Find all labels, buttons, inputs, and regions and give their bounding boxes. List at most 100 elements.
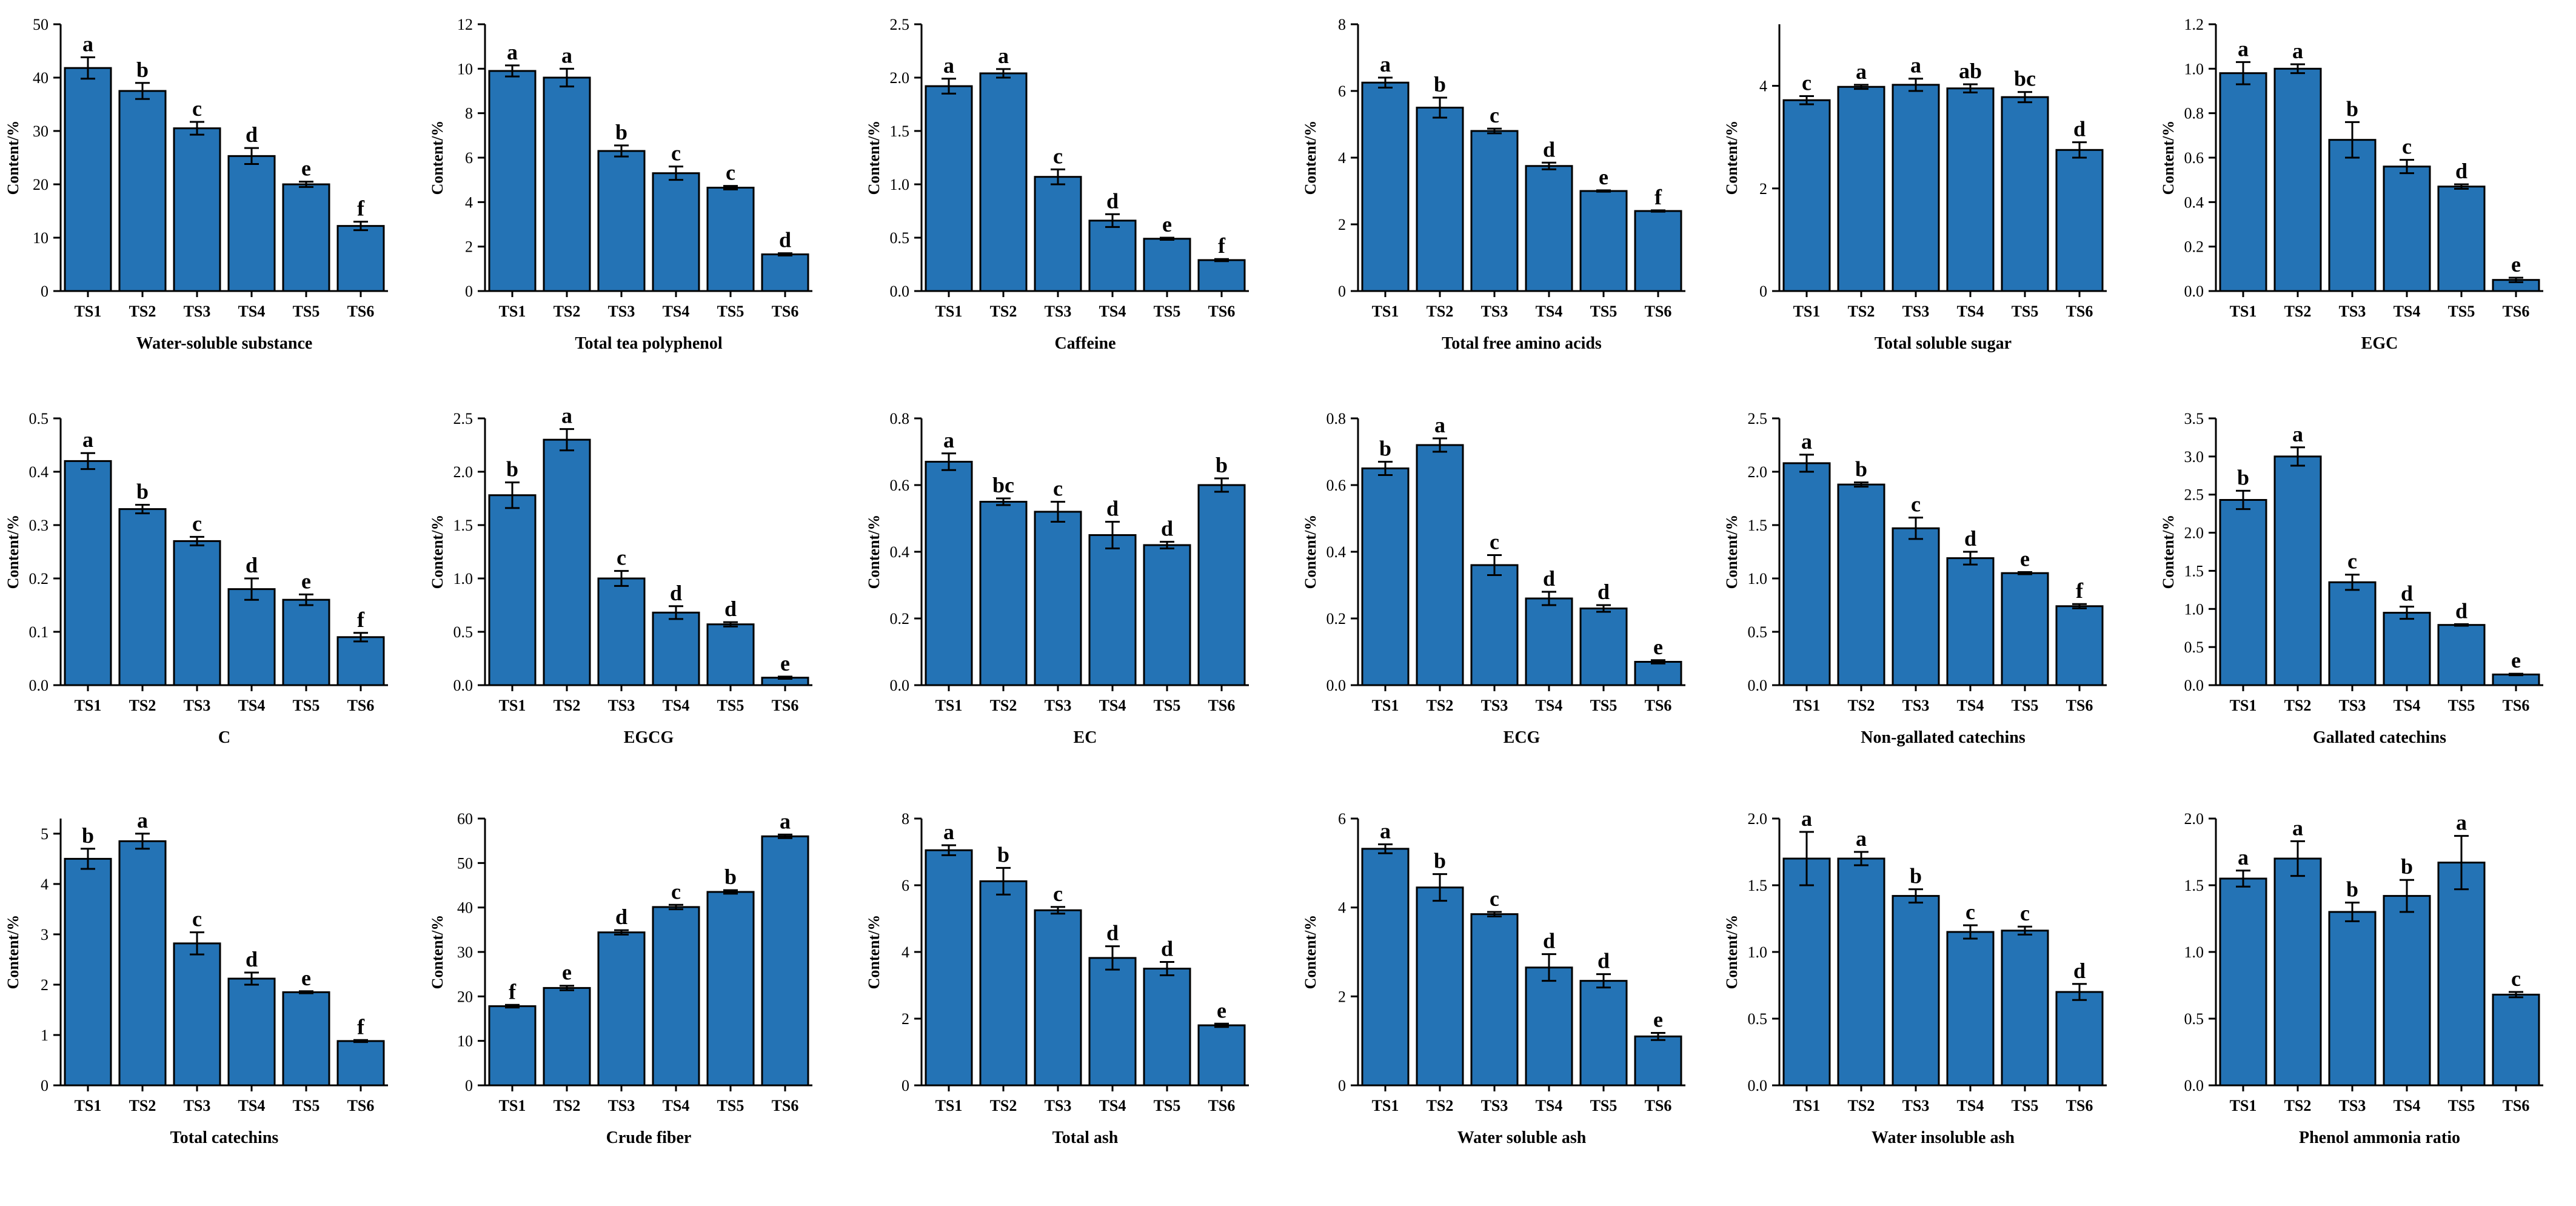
chart-8-ytick-label: 0.5: [453, 623, 473, 641]
chart-13-xtick-label-TS3: TS3: [184, 1097, 211, 1114]
chart-17-bar-TS5: [2001, 930, 2049, 1087]
chart-7-bar-TS2: [118, 508, 167, 686]
chart-9-ytick-label: 0.0: [890, 677, 910, 694]
chart-7-ytick-label: 0.1: [29, 623, 49, 641]
chart-1-ytick-label: 0: [41, 283, 49, 300]
chart-7-bar-TS6: [336, 636, 385, 686]
chart-9-xtick-label-TS3: TS3: [1045, 697, 1072, 714]
chart-2-sig-label-TS6: d: [779, 228, 791, 252]
chart-14-ytick-label: 20: [457, 988, 473, 1005]
chart-6-ytick-label: 0.6: [2184, 149, 2204, 167]
chart-11-sig-label-TS2: b: [1855, 457, 1867, 481]
chart-15-sig-label-TS3: c: [1053, 882, 1063, 906]
chart-14-sig-label-TS3: d: [615, 905, 627, 929]
chart-18-xtick-label-TS4: TS4: [2394, 1097, 2421, 1114]
chart-7-xtick-label-TS4: TS4: [238, 697, 266, 714]
chart-11-bar-TS4: [1946, 557, 1995, 686]
chart-15-xtick-label-TS4: TS4: [1099, 1097, 1126, 1114]
chart-2-sig-label-TS2: a: [561, 43, 572, 67]
chart-14-bar-TS2: [543, 987, 591, 1087]
chart-9: 0.0 0.2 0.4 0.6 0.8 a TS1 bc TS2 c TS3 d TS4 d TS5 b TS6…: [865, 410, 1249, 747]
chart-10-sig-label-TS1: b: [1379, 437, 1391, 461]
chart-13-sig-label-TS5: e: [301, 966, 311, 990]
chart-4-bar-TS6: [1634, 210, 1682, 292]
chart-3-xlabel: Caffeine: [1054, 334, 1116, 353]
chart-17-ytick-label: 0.5: [1748, 1010, 1768, 1028]
chart-7-sig-label-TS1: a: [82, 427, 93, 452]
chart-14-xlabel: Crude fiber: [606, 1128, 692, 1147]
chart-18-xtick-label-TS3: TS3: [2339, 1097, 2366, 1114]
chart-8-sig-label-TS6: e: [780, 651, 790, 675]
chart-3-ytick-label: 1.5: [890, 122, 910, 140]
chart-13-bar-TS4: [227, 977, 276, 1087]
chart-2: 0 2 4 6 8 10 12 a TS1 a TS2 b TS3 c TS4 c TS5 d TS6 Total t…: [429, 16, 812, 353]
chart-18-bar-TS1: [2219, 877, 2267, 1087]
chart-8-xtick-label-TS2: TS2: [554, 697, 581, 714]
chart-14-xtick-label-TS1: TS1: [499, 1097, 526, 1114]
chart-17-xtick-label-TS5: TS5: [2012, 1097, 2039, 1114]
chart-9-sig-label-TS2: bc: [992, 473, 1014, 497]
chart-10-xlabel: ECG: [1504, 728, 1541, 747]
chart-1-xtick-label-TS1: TS1: [75, 303, 102, 320]
chart-8-xtick-label-TS6: TS6: [772, 697, 799, 714]
chart-13-ytick-label: 2: [41, 976, 49, 994]
chart-1-ytick-label: 40: [33, 69, 49, 87]
chart-13-sig-label-TS2: a: [137, 808, 148, 832]
chart-4-xtick-label-TS3: TS3: [1481, 303, 1508, 320]
chart-17-sig-label-TS3: b: [1910, 864, 1922, 888]
chart-13-ytick-label: 0: [41, 1077, 49, 1094]
chart-14-sig-label-TS6: a: [780, 809, 791, 833]
chart-9-sig-label-TS1: a: [943, 428, 954, 452]
chart-13-bar-TS5: [282, 991, 330, 1087]
chart-9-xtick-label-TS2: TS2: [990, 697, 1017, 714]
chart-4-ytick-label: 2: [1338, 216, 1346, 233]
chart-8-ytick-label: 0.0: [453, 677, 473, 694]
chart-7-sig-label-TS2: b: [136, 480, 149, 504]
chart-17: 0.0 0.5 1.0 1.5 2.0 a TS1 a TS2 b TS3 c TS4 c TS5 d TS6 W…: [1723, 806, 2107, 1147]
chart-2-xtick-label-TS3: TS3: [608, 303, 635, 320]
chart-3-xtick-label-TS6: TS6: [1208, 303, 1236, 320]
chart-14-xtick-label-TS3: TS3: [608, 1097, 635, 1114]
chart-9-xlabel: EC: [1074, 728, 1097, 747]
chart-17-ytick-label: 1.5: [1748, 877, 1768, 894]
chart-12-sig-label-TS3: c: [2347, 549, 2357, 574]
chart-17-xtick-label-TS2: TS2: [1848, 1097, 1875, 1114]
chart-16-ytick-label: 4: [1338, 899, 1346, 917]
chart-18-xtick-label-TS1: TS1: [2230, 1097, 2257, 1114]
chart-9-sig-label-TS5: d: [1161, 517, 1173, 541]
chart-10-bar-TS5: [1579, 608, 1628, 686]
chart-10-xtick-label-TS3: TS3: [1481, 697, 1508, 714]
chart-8-sig-label-TS5: d: [724, 597, 737, 621]
chart-2-ytick-label: 8: [465, 105, 473, 122]
chart-4-xtick-label-TS2: TS2: [1427, 303, 1454, 320]
chart-2-sig-label-TS4: c: [671, 141, 681, 166]
chart-17-ytick-label: 2.0: [1748, 810, 1768, 828]
chart-2-xtick-label-TS1: TS1: [499, 303, 526, 320]
chart-4-bar-TS4: [1525, 165, 1573, 292]
chart-1-xtick-label-TS6: TS6: [347, 303, 375, 320]
chart-18-xtick-label-TS5: TS5: [2448, 1097, 2475, 1114]
chart-8-ytick-label: 2.5: [453, 410, 473, 427]
chart-6-ytick-label: 1.0: [2184, 60, 2204, 78]
chart-15-bar-TS6: [1197, 1024, 1246, 1087]
chart-17-bar-TS6: [2055, 991, 2104, 1087]
chart-8-sig-label-TS4: d: [670, 581, 682, 605]
chart-4-bar-TS2: [1416, 107, 1464, 292]
chart-1-ytick-label: 10: [33, 229, 49, 247]
chart-2-ylabel: Content/%: [429, 121, 446, 195]
chart-9-ytick-label: 0.8: [890, 410, 910, 427]
chart-11: 0.0 0.5 1.0 1.5 2.0 2.5 a TS1 b TS2 c TS3 d TS4 e TS5 f T…: [1723, 410, 2107, 747]
chart-10-xtick-label-TS4: TS4: [1536, 697, 1563, 714]
chart-5-xtick-label-TS4: TS4: [1957, 303, 1984, 320]
chart-6-bar-TS5: [2437, 186, 2486, 292]
chart-18-ytick-label: 2.0: [2184, 810, 2204, 828]
chart-13-sig-label-TS3: c: [192, 907, 202, 931]
chart-8-ytick-label: 1.5: [453, 517, 473, 534]
chart-13-sig-label-TS4: d: [246, 947, 258, 971]
chart-11-ytick-label: 1.5: [1748, 517, 1768, 534]
chart-17-sig-label-TS4: c: [1965, 900, 1975, 924]
chart-2-ytick-label: 4: [465, 193, 473, 211]
chart-8-xlabel: EGCG: [624, 728, 674, 747]
chart-11-sig-label-TS4: d: [1964, 526, 1976, 551]
